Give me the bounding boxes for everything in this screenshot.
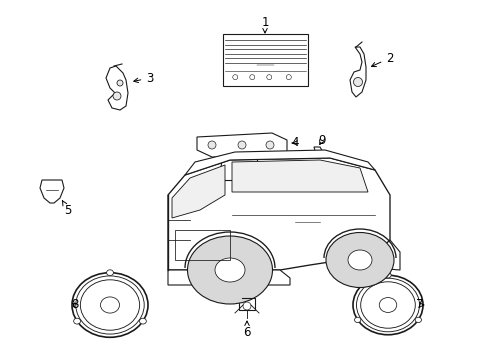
Ellipse shape [74,318,81,324]
Polygon shape [309,147,325,177]
Circle shape [117,80,123,86]
Circle shape [314,162,321,168]
Polygon shape [184,150,374,175]
Circle shape [113,92,121,100]
Ellipse shape [384,273,390,278]
Text: 2: 2 [371,51,393,67]
Text: 7: 7 [415,298,423,311]
Polygon shape [374,240,399,270]
Text: 4: 4 [291,136,298,149]
Text: 8: 8 [71,298,79,311]
Ellipse shape [215,258,244,282]
Text: 5: 5 [62,201,72,216]
Ellipse shape [139,318,146,324]
Text: 1: 1 [261,15,268,33]
Text: 9: 9 [318,134,325,147]
Bar [175,230,229,260]
Circle shape [238,141,245,149]
Ellipse shape [325,233,393,288]
Polygon shape [40,180,64,203]
Polygon shape [168,158,389,270]
Bar [222,34,307,86]
Circle shape [207,141,216,149]
Circle shape [353,77,362,86]
Ellipse shape [106,270,113,276]
Bar [239,298,254,310]
Circle shape [265,141,273,149]
Ellipse shape [347,250,371,270]
Ellipse shape [414,317,421,323]
Ellipse shape [187,236,272,304]
Polygon shape [231,160,367,192]
Text: 3: 3 [134,72,153,85]
Text: 6: 6 [243,321,250,338]
Polygon shape [172,165,224,218]
Polygon shape [106,66,128,110]
Polygon shape [197,133,286,157]
Ellipse shape [354,317,360,323]
Polygon shape [168,270,289,285]
Polygon shape [349,47,365,97]
